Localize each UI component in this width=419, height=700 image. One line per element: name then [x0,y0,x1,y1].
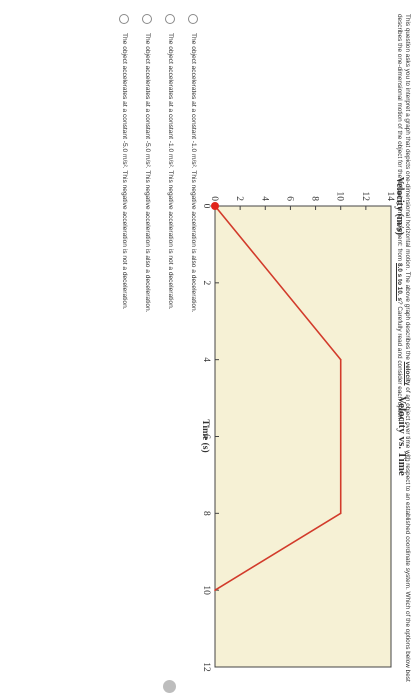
radio-button[interactable] [119,14,130,24]
velocity-line-segment [214,205,342,361]
x-tick-label: 10 [201,585,211,595]
answer-option[interactable]: The object accelerates at a constant -5.… [138,14,157,686]
option-label: The object accelerates at a constant -5.… [121,33,128,310]
x-tick-label: 0 [201,204,211,209]
radio-button[interactable] [142,14,153,24]
y-tick-label: 12 [360,192,370,202]
y-axis-label: Velocity (m/s) [394,177,405,235]
x-axis-label: Time (s) [200,419,211,452]
y-tick-label: 8 [310,196,320,201]
x-tick-label: 4 [201,357,211,362]
option-label: The object accelerates at a constant -1.… [167,33,174,310]
y-tick-label: 6 [284,196,294,201]
chart-title: Velocity vs. Time [396,396,408,476]
answer-option[interactable]: The object accelerates at a constant -1.… [184,14,203,686]
answer-option[interactable]: The object accelerates at a constant -5.… [115,14,134,686]
option-label: The object accelerates at a constant -5.… [144,33,151,313]
y-tick-label: 2 [234,196,244,201]
radio-button[interactable] [188,14,199,24]
x-tick-label: 6 [201,434,211,439]
chart-marks [211,202,342,591]
answer-option[interactable]: The object accelerates at a constant -1.… [161,14,180,686]
y-tick-label: 4 [259,196,269,201]
x-tick-label: 8 [201,511,211,516]
radio-button[interactable] [165,14,176,24]
x-tick-label: 2 [201,280,211,285]
option-label: The object accelerates at a constant -1.… [190,33,197,313]
x-tick-label: 12 [201,662,211,672]
y-tick-label: 10 [335,192,345,202]
answer-options: The object accelerates at a constant -1.… [111,14,203,686]
velocity-line-segment [214,512,342,591]
start-point-marker [211,202,219,210]
chart-axes: 0 2 4 6 8 10 12 0 2 4 6 8 10 12 14 [201,192,395,673]
y-tick-label: 14 [385,192,395,202]
y-tick-label: 0 [209,196,219,201]
plot-area [214,205,392,668]
